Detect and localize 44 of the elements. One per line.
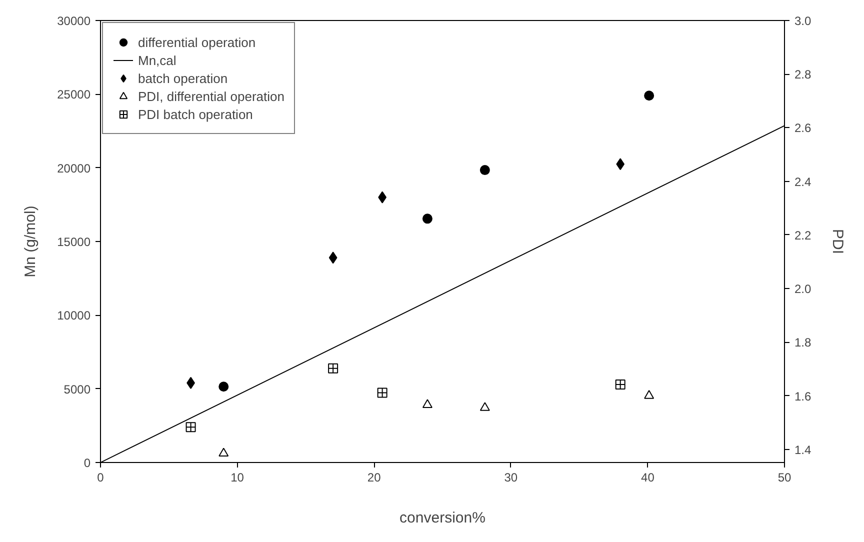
y-tick-label: 15000	[57, 235, 91, 249]
point	[616, 158, 625, 170]
point	[644, 90, 654, 101]
y-axis-title: Mn (g/mol)	[22, 206, 40, 278]
y2-tick-label: 1.8	[794, 336, 812, 350]
point	[186, 422, 196, 432]
y-tick-label: 5000	[64, 382, 91, 396]
point	[422, 399, 432, 408]
x-tick-label: 20	[367, 470, 382, 484]
point	[644, 390, 654, 399]
point	[218, 448, 229, 456]
x-axis-title: conversion%	[400, 510, 486, 526]
point	[480, 402, 490, 411]
y-tick-label: 25000	[57, 88, 91, 102]
y2-tick-label: 2.4	[794, 174, 812, 189]
y2-tick-label: 2.0	[794, 282, 812, 296]
point	[480, 165, 490, 176]
x-tick-label: 0	[97, 470, 104, 484]
point	[377, 388, 388, 398]
y2-tick-label: 3.0	[794, 14, 812, 28]
y2-tick-label: 2.8	[794, 68, 812, 82]
point	[615, 380, 626, 390]
y-tick-label: 10000	[57, 308, 91, 323]
legend-label: differential operation	[138, 34, 256, 51]
x-tick-label: 40	[641, 470, 655, 484]
y2-axis-title: PDI	[829, 229, 846, 254]
x-tick-label: 30	[504, 470, 518, 484]
y2-tick-label: 1.6	[794, 389, 812, 404]
point	[218, 382, 229, 392]
y-tick-label: 30000	[57, 14, 91, 28]
point	[328, 363, 338, 374]
y2-tick-label: 2.6	[794, 121, 812, 136]
y2-tick-label: 2.2	[794, 228, 812, 242]
x-tick-label: 10	[230, 470, 244, 484]
legend-label: PDI, differential operation	[138, 88, 284, 105]
x-tick-label: 50	[778, 470, 792, 484]
legend-label: batch operation	[138, 70, 228, 87]
point	[422, 214, 432, 224]
legend-label: Mn,cal	[138, 52, 176, 69]
y-tick-label: 0	[84, 456, 91, 470]
legend-label: PDI batch operation	[138, 106, 253, 123]
point	[328, 252, 338, 264]
y-tick-label: 20000	[57, 161, 91, 176]
y2-tick-label: 1.4	[794, 442, 812, 457]
